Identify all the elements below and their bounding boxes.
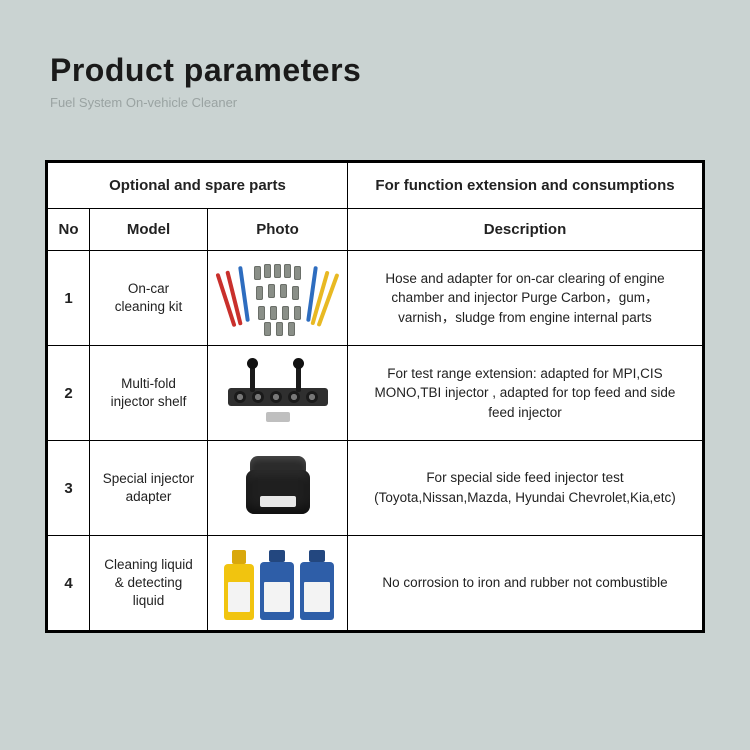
parameters-table: Optional and spare parts For function ex… [47,162,703,631]
table-row: 4 Cleaning liquid & detecting liquid No … [48,536,703,631]
col-header-photo: Photo [208,209,348,251]
photo-injector-shelf [212,352,343,434]
table-row: 1 On-car cleaning kit [48,251,703,346]
group-header-right: For function extension and consumptions [348,163,703,209]
col-header-no: No [48,209,90,251]
col-header-desc: Description [348,209,703,251]
table-row: 2 Multi-fold injector shelf For test ran… [48,346,703,441]
cell-model: Cleaning liquid & detecting liquid [90,536,208,631]
group-header-left: Optional and spare parts [48,163,348,209]
cell-model: Multi-fold injector shelf [90,346,208,441]
cell-photo [208,441,348,536]
cell-desc: Hose and adapter for on-car clearing of … [348,251,703,346]
table-group-row: Optional and spare parts For function ex… [48,163,703,209]
col-header-model: Model [90,209,208,251]
photo-cleaning-kit [212,257,343,339]
page-title: Product parameters [50,52,750,89]
cell-desc: For test range extension: adapted for MP… [348,346,703,441]
cell-model: On-car cleaning kit [90,251,208,346]
page-header: Product parameters Fuel System On-vehicl… [0,0,750,110]
photo-special-adapter [212,447,343,529]
table-header-row: No Model Photo Description [48,209,703,251]
parameters-table-container: Optional and spare parts For function ex… [45,160,705,633]
cell-no: 2 [48,346,90,441]
cell-photo [208,536,348,631]
cell-no: 1 [48,251,90,346]
table-row: 3 Special injector adapter For special s… [48,441,703,536]
cell-no: 3 [48,441,90,536]
photo-cleaning-liquid [212,542,343,624]
page-subtitle: Fuel System On-vehicle Cleaner [50,95,750,110]
cell-photo [208,346,348,441]
cell-photo [208,251,348,346]
cell-desc: For special side feed injector test (Toy… [348,441,703,536]
cell-no: 4 [48,536,90,631]
cell-model: Special injector adapter [90,441,208,536]
cell-desc: No corrosion to iron and rubber not comb… [348,536,703,631]
